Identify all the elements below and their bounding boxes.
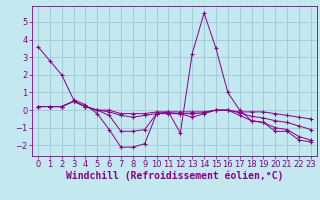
- X-axis label: Windchill (Refroidissement éolien,°C): Windchill (Refroidissement éolien,°C): [66, 171, 283, 181]
